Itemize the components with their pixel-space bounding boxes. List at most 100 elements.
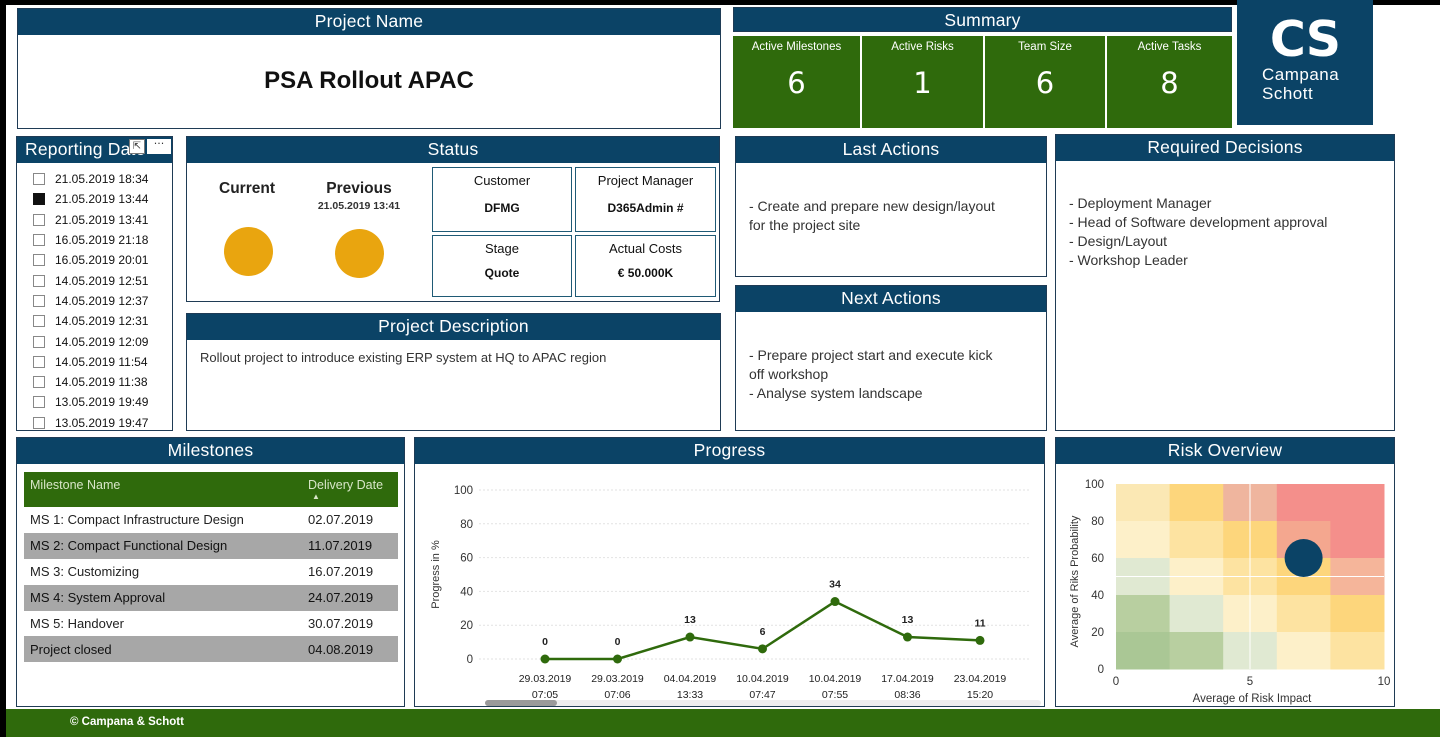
- checkbox-icon[interactable]: [33, 355, 45, 368]
- milestones-card: Milestones Milestone Name Delivery Date …: [16, 437, 405, 707]
- checkbox-icon[interactable]: [33, 274, 45, 287]
- required-decisions-header: Required Decisions: [1056, 135, 1394, 161]
- milestone-row[interactable]: MS 4: System Approval 24.07.2019: [24, 584, 398, 611]
- summary-tile-label: Active Tasks: [1137, 41, 1202, 53]
- reporting-date-label: 21.05.2019 13:41: [55, 212, 149, 227]
- checkbox-icon[interactable]: [33, 294, 45, 307]
- risk-point[interactable]: [1284, 539, 1323, 577]
- status-stage-value: Quote: [484, 266, 520, 280]
- summary-tile-value: 6: [1035, 66, 1055, 100]
- reporting-date-item[interactable]: 21.05.2019 18:34: [33, 169, 172, 189]
- text-line: off workshop: [749, 366, 829, 382]
- summary-tile-label: Active Milestones: [751, 41, 842, 53]
- heatmap-cell: [1169, 632, 1224, 670]
- scroll-track: [485, 700, 1041, 706]
- project-name-value: PSA Rollout APAC: [264, 67, 474, 94]
- reporting-date-card: Reporting Date ⇱ ··· 21.05.2019 18:34 21.…: [16, 136, 173, 431]
- next-actions-header: Next Actions: [736, 286, 1046, 312]
- data-label: 13: [902, 614, 914, 626]
- x-tick-label: 07:55: [822, 689, 848, 701]
- y-tick-label: 100: [454, 485, 473, 497]
- reporting-date-item[interactable]: 13.05.2019 19:49: [33, 392, 172, 412]
- x-tick-label: 13:33: [677, 689, 703, 701]
- summary-tile-tasks: Active Tasks 8: [1107, 36, 1232, 128]
- reporting-date-label: 14.05.2019 11:54: [55, 354, 148, 369]
- reporting-date-label: 13.05.2019 19:47: [55, 415, 149, 430]
- summary-tile-value: 1: [913, 66, 932, 100]
- footer-bar: © Campana & Schott: [6, 709, 1440, 737]
- y-axis-title: Progress in %: [430, 540, 442, 609]
- milestone-row[interactable]: MS 3: Customizing 16.07.2019: [24, 559, 398, 585]
- checkbox-icon[interactable]: [33, 376, 45, 389]
- focus-mode-icon[interactable]: ⇱: [129, 139, 145, 154]
- checkbox-icon[interactable]: [33, 416, 45, 429]
- data-point: [540, 654, 550, 664]
- text-line: - Head of Software development approval: [1069, 214, 1328, 230]
- milestone-date: 02.07.2019: [308, 512, 374, 528]
- milestone-row[interactable]: Project closed 04.08.2019: [24, 636, 398, 663]
- status-stage: Stage Quote: [432, 235, 572, 297]
- x-tick-label: 0: [1113, 676, 1119, 688]
- y-tick-label: 20: [460, 620, 473, 632]
- checkbox-checked-icon[interactable]: [33, 193, 45, 206]
- reporting-date-item[interactable]: 14.05.2019 12:31: [33, 311, 172, 331]
- data-label: 11: [974, 617, 985, 629]
- data-label: 0: [615, 636, 621, 648]
- status-previous-date: 21.05.2019 13:41: [317, 200, 401, 212]
- checkbox-icon[interactable]: [33, 213, 45, 226]
- checkbox-icon[interactable]: [33, 335, 45, 348]
- heatmap-cell: [1330, 632, 1385, 670]
- text-line: - Create and prepare new design/layout: [749, 198, 995, 214]
- reporting-date-item[interactable]: 14.05.2019 12:37: [33, 291, 172, 311]
- required-decisions-card: Required Decisions - Deployment Manager -…: [1055, 134, 1395, 431]
- more-options-icon[interactable]: ···: [147, 138, 171, 154]
- reporting-date-label: 14.05.2019 12:37: [55, 293, 149, 308]
- next-actions-card: Next Actions - Prepare project start and…: [735, 285, 1047, 431]
- reporting-date-item[interactable]: 13.05.2019 19:47: [33, 413, 172, 430]
- y-tick-label: 20: [1091, 627, 1104, 639]
- reporting-date-item[interactable]: 14.05.2019 12:09: [33, 331, 172, 351]
- milestone-date: 30.07.2019: [308, 616, 374, 631]
- reporting-date-item[interactable]: 16.05.2019 21:18: [33, 230, 172, 250]
- reporting-date-item[interactable]: 14.05.2019 11:54: [33, 352, 172, 372]
- summary-tile-risks: Active Risks 1: [862, 36, 983, 128]
- text-line: - Analyse system landscape: [749, 385, 923, 401]
- footer-copyright: © Campana & Schott: [70, 716, 184, 728]
- heatmap-cell: [1169, 484, 1224, 522]
- text-line: - Deployment Manager: [1069, 195, 1212, 211]
- milestone-name: MS 3: Customizing: [30, 564, 140, 580]
- checkbox-icon[interactable]: [33, 173, 45, 186]
- reporting-date-item[interactable]: 14.05.2019 12:51: [33, 270, 172, 290]
- summary-tile-label: Team Size: [1018, 41, 1072, 53]
- data-point: [613, 654, 622, 664]
- data-point: [758, 644, 767, 654]
- x-tick-label: 07:05: [532, 689, 558, 701]
- milestone-name: MS 1: Compact Infrastructure Design: [30, 512, 244, 528]
- risk-matrix-chart: 0 20 40 60 80 100 0 5 10 Average of Risk Impact Av…: [1069, 479, 1390, 705]
- y-tick-label: 0: [467, 654, 473, 666]
- reporting-date-item[interactable]: 14.05.2019 11:38: [33, 372, 172, 392]
- reporting-date-item[interactable]: 21.05.2019 13:44: [33, 189, 172, 209]
- checkbox-icon[interactable]: [33, 234, 45, 247]
- checkbox-icon[interactable]: [33, 254, 45, 267]
- data-label: 13: [684, 614, 696, 626]
- delivery-date-column-header[interactable]: Delivery Date ▲: [302, 472, 398, 507]
- y-axis-title: Average of Riks Probability: [1069, 515, 1081, 647]
- checkbox-icon[interactable]: [33, 396, 45, 409]
- milestone-name-column-header[interactable]: Milestone Name: [24, 472, 302, 507]
- milestone-row[interactable]: MS 2: Compact Functional Design 11.07.201…: [24, 532, 398, 559]
- status-customer-label: Customer: [473, 173, 531, 188]
- status-actual-costs-label: Actual Costs: [609, 241, 682, 256]
- heatmap-cell: [1330, 595, 1385, 633]
- reporting-date-item[interactable]: 16.05.2019 20:01: [33, 250, 172, 270]
- scrollbar-thumb[interactable]: [485, 700, 557, 706]
- milestone-row[interactable]: MS 5: Handover 30.07.2019: [24, 611, 398, 637]
- status-previous-dot: [335, 229, 384, 278]
- x-tick-label: 29.03.2019: [591, 673, 644, 685]
- milestone-row[interactable]: MS 1: Compact Infrastructure Design 02.07…: [24, 507, 398, 533]
- reporting-date-item[interactable]: 21.05.2019 13:41: [33, 210, 172, 230]
- reporting-date-list: 21.05.2019 18:34 21.05.2019 13:44 21.05.20…: [17, 163, 172, 430]
- status-card: Status Current Previous 21.05.2019 13:41…: [186, 136, 720, 302]
- checkbox-icon[interactable]: [33, 315, 45, 328]
